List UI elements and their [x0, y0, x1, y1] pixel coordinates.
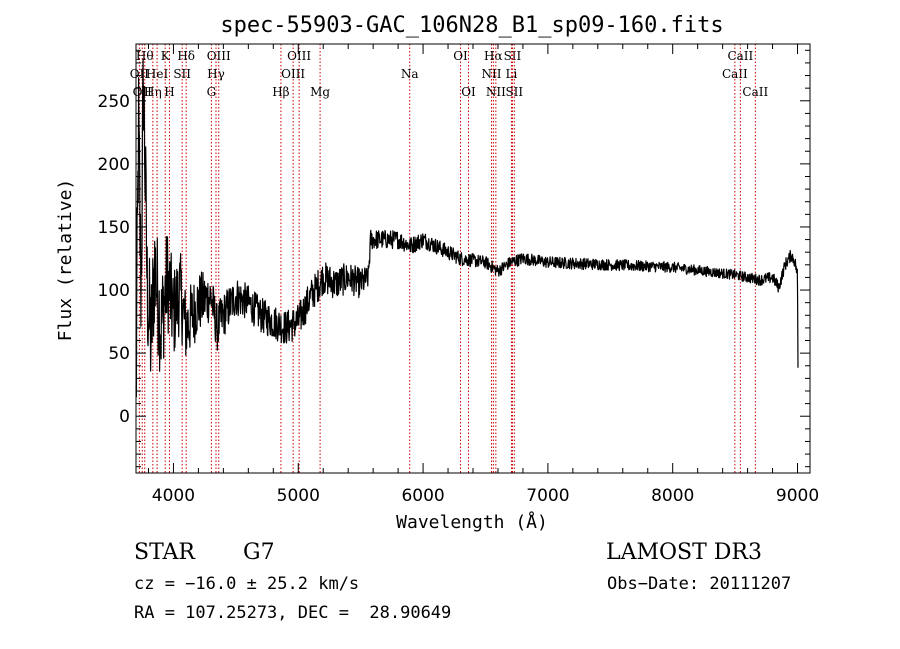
spectral-line-label: OI — [461, 85, 476, 99]
spectral-line-label: Hα — [484, 49, 503, 63]
redshift-velocity: cz = −16.0 ± 25.2 km/s — [134, 574, 360, 594]
survey-name: LAMOST DR3 — [606, 540, 762, 565]
y-tick-label: 50 — [108, 344, 130, 364]
x-axis: 4000 5000 6000 7000 8000 9000 — [147, 44, 819, 506]
spectral-line-label: NII — [481, 67, 501, 81]
coordinates: RA = 107.25273, DEC = 28.90649 — [134, 603, 452, 623]
chart-title: spec-55903-GAC_106N28_B1_sp09-160.fits — [220, 13, 723, 38]
y-tick-label: 150 — [98, 218, 130, 238]
observation-date: Obs−Date: 20111207 — [607, 574, 792, 594]
x-tick-label: 8000 — [651, 486, 694, 506]
x-tick-label: 5000 — [277, 486, 320, 506]
x-tick-label: 4000 — [152, 486, 195, 506]
y-tick-label: 100 — [98, 281, 130, 301]
spectral-line-label: OIII — [281, 67, 305, 81]
spectral-line-label: K — [161, 49, 171, 63]
y-tick-label: 250 — [98, 92, 130, 112]
spectral-line-label: HeI — [146, 67, 169, 81]
x-tick-label: 9000 — [776, 486, 819, 506]
spectral-line-label: Hδ — [177, 49, 195, 63]
spectral-line-label: Na — [401, 67, 419, 81]
spectral-line-label: OIII — [287, 49, 311, 63]
subclass: G7 — [243, 540, 275, 565]
y-axis-label: Flux (relative) — [55, 179, 76, 342]
spectral-line-label: NII — [486, 85, 506, 99]
spectral-line-label: SII — [504, 49, 522, 63]
spectral-line-label: Hη — [144, 85, 162, 99]
spectral-line-label: OI — [453, 49, 468, 63]
spectral-line-label: H — [164, 85, 174, 99]
spectral-line-label: Hθ — [136, 49, 154, 63]
spectral-line-label: OII — [130, 67, 150, 81]
spectral-line-label: Li — [506, 67, 518, 81]
spectral-line-label: Mg — [310, 85, 330, 99]
x-tick-label: 6000 — [401, 486, 444, 506]
spectral-line-label: Hγ — [207, 67, 225, 81]
object-class: STAR — [134, 540, 195, 565]
spectral-line-label: SII — [173, 67, 191, 81]
spectral-line-label: G — [207, 85, 217, 99]
y-tick-label: 0 — [119, 407, 130, 427]
spectrum-line — [135, 58, 799, 398]
x-tick-label: 7000 — [526, 486, 569, 506]
plot-frame — [135, 43, 811, 474]
x-axis-label: Wavelength (Å) — [396, 511, 548, 533]
y-axis: 0 50 100 150 200 250 — [98, 49, 810, 468]
spectral-line-label: Hβ — [272, 85, 289, 99]
spectral-line-label: CaII — [727, 49, 753, 63]
spectrum-chart: spec-55903-GAC_106N28_B1_sp09-160.fits O… — [55, 13, 819, 533]
y-tick-label: 200 — [98, 155, 130, 175]
spectral-line-label: SII — [505, 85, 523, 99]
spectral-line-label: CaII — [742, 85, 768, 99]
spectral-line-label: OIII — [207, 49, 231, 63]
spectral-line-label: CaII — [722, 67, 748, 81]
